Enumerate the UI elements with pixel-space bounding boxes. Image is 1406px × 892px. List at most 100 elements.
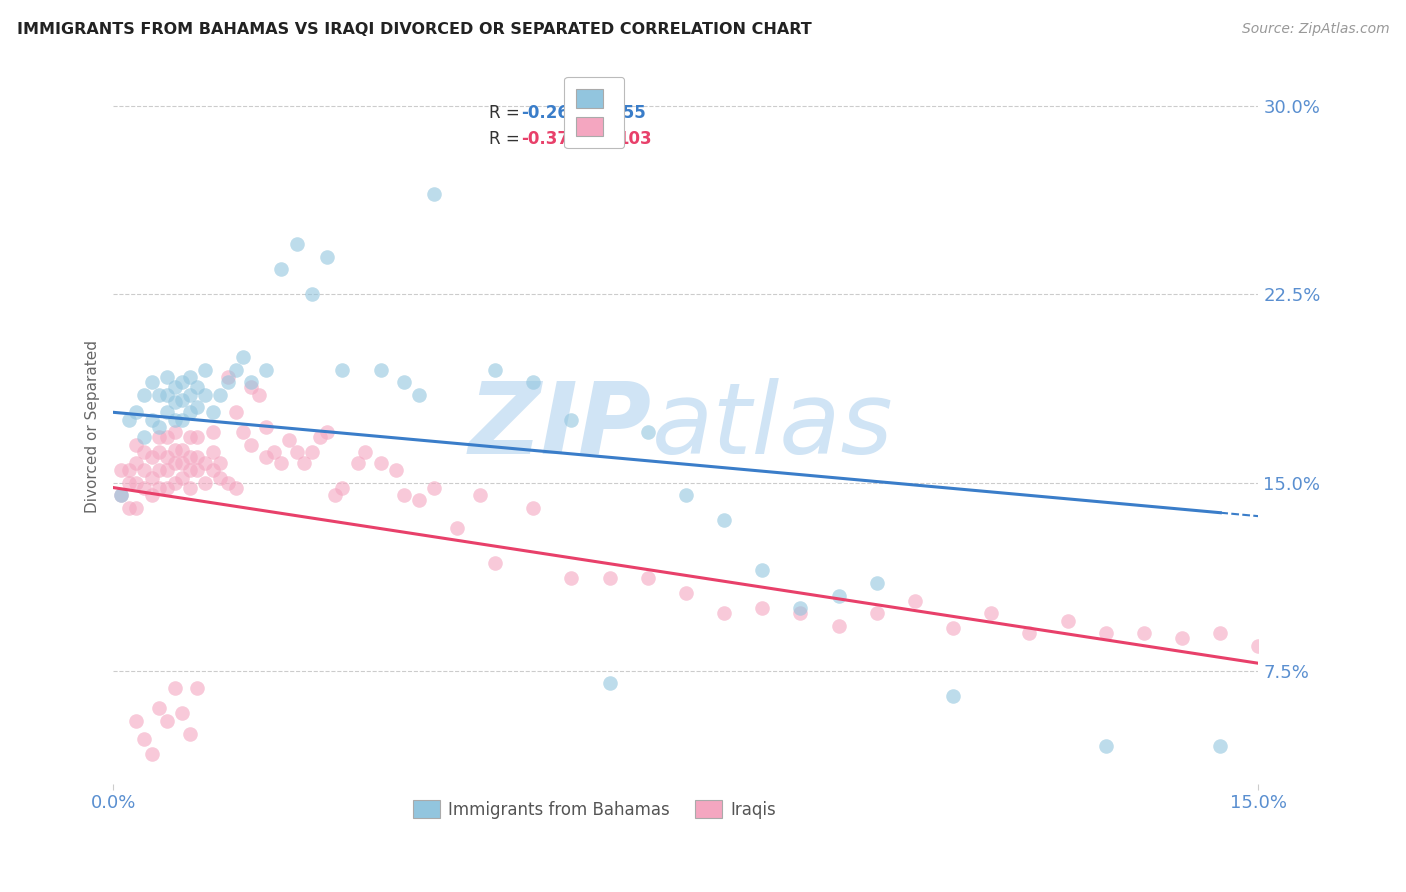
- Point: [156, 430, 179, 444]
- Point: [148, 481, 170, 495]
- Point: [179, 370, 201, 384]
- Point: [316, 250, 339, 264]
- Point: [217, 475, 239, 490]
- Point: [148, 445, 170, 459]
- Text: Source: ZipAtlas.com: Source: ZipAtlas.com: [1241, 22, 1389, 37]
- Point: [560, 571, 582, 585]
- Point: [141, 488, 163, 502]
- Point: [179, 405, 201, 419]
- Point: [125, 714, 148, 728]
- Point: [163, 475, 186, 490]
- Point: [179, 726, 201, 740]
- Point: [942, 621, 965, 635]
- Point: [301, 445, 323, 459]
- Point: [156, 714, 179, 728]
- Point: [522, 500, 544, 515]
- Point: [370, 362, 392, 376]
- Point: [194, 475, 217, 490]
- Point: [172, 375, 194, 389]
- Point: [163, 681, 186, 696]
- Point: [118, 413, 141, 427]
- Point: [866, 606, 889, 620]
- Point: [232, 425, 254, 440]
- Point: [278, 433, 301, 447]
- Point: [254, 450, 277, 465]
- Point: [370, 456, 392, 470]
- Point: [751, 601, 773, 615]
- Point: [1209, 626, 1232, 640]
- Point: [827, 589, 849, 603]
- Point: [675, 488, 697, 502]
- Point: [270, 262, 292, 277]
- Point: [1018, 626, 1040, 640]
- Point: [186, 681, 208, 696]
- Point: [637, 425, 659, 440]
- Point: [1171, 631, 1194, 645]
- Point: [239, 438, 262, 452]
- Point: [254, 420, 277, 434]
- Point: [148, 430, 170, 444]
- Point: [110, 488, 132, 502]
- Point: [239, 380, 262, 394]
- Point: [156, 463, 179, 477]
- Point: [346, 456, 368, 470]
- Point: [637, 571, 659, 585]
- Text: -0.376: -0.376: [522, 129, 581, 147]
- Point: [172, 456, 194, 470]
- Text: 103: 103: [617, 129, 652, 147]
- Point: [1094, 626, 1116, 640]
- Point: [141, 450, 163, 465]
- Point: [217, 375, 239, 389]
- Point: [308, 430, 330, 444]
- Point: [156, 450, 179, 465]
- Point: [201, 425, 224, 440]
- Point: [172, 706, 194, 721]
- Text: N =: N =: [589, 129, 627, 147]
- Point: [172, 392, 194, 407]
- Point: [285, 445, 308, 459]
- Point: [827, 618, 849, 632]
- Point: [118, 475, 141, 490]
- Point: [110, 463, 132, 477]
- Point: [163, 456, 186, 470]
- Point: [125, 438, 148, 452]
- Point: [599, 571, 621, 585]
- Point: [789, 606, 811, 620]
- Point: [247, 388, 270, 402]
- Y-axis label: Divorced or Separated: Divorced or Separated: [86, 340, 100, 513]
- Point: [179, 481, 201, 495]
- Point: [446, 521, 468, 535]
- Point: [323, 488, 346, 502]
- Point: [423, 186, 446, 201]
- Point: [163, 413, 186, 427]
- Point: [141, 413, 163, 427]
- Point: [156, 481, 179, 495]
- Point: [408, 493, 430, 508]
- Text: IMMIGRANTS FROM BAHAMAS VS IRAQI DIVORCED OR SEPARATED CORRELATION CHART: IMMIGRANTS FROM BAHAMAS VS IRAQI DIVORCE…: [17, 22, 811, 37]
- Point: [163, 380, 186, 394]
- Point: [132, 388, 155, 402]
- Point: [132, 463, 155, 477]
- Point: [179, 463, 201, 477]
- Point: [484, 556, 506, 570]
- Point: [713, 606, 735, 620]
- Point: [316, 425, 339, 440]
- Point: [132, 445, 155, 459]
- Point: [172, 470, 194, 484]
- Point: [263, 445, 285, 459]
- Point: [172, 442, 194, 457]
- Point: [148, 388, 170, 402]
- Point: [156, 388, 179, 402]
- Text: 55: 55: [617, 103, 645, 122]
- Point: [225, 405, 247, 419]
- Point: [385, 463, 408, 477]
- Point: [110, 488, 132, 502]
- Point: [125, 405, 148, 419]
- Point: [141, 375, 163, 389]
- Point: [423, 481, 446, 495]
- Point: [201, 445, 224, 459]
- Point: [194, 388, 217, 402]
- Point: [186, 401, 208, 415]
- Point: [560, 413, 582, 427]
- Point: [179, 388, 201, 402]
